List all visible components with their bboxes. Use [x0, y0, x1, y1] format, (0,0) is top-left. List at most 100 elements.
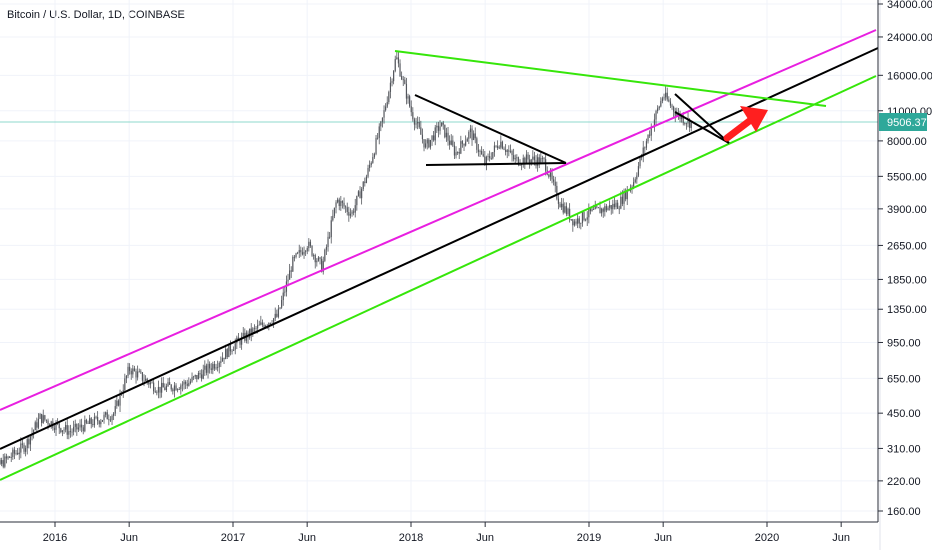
- candle-body: [436, 125, 438, 128]
- candle-body: [15, 452, 17, 454]
- candle-body: [684, 123, 686, 124]
- candle-body: [261, 322, 264, 325]
- candle-body: [653, 119, 656, 128]
- candle-body: [295, 253, 297, 258]
- candle-body: [220, 361, 222, 363]
- candle-body: [202, 369, 204, 379]
- candle-body: [66, 425, 68, 435]
- candle-body: [500, 141, 502, 148]
- candle-body: [431, 135, 433, 140]
- y-tick-label: 34000.00: [887, 0, 932, 11]
- candle-body: [452, 140, 454, 146]
- candle-body: [381, 117, 384, 122]
- candle-body: [439, 126, 441, 131]
- candle-body: [673, 106, 675, 112]
- candle-body: [599, 207, 601, 214]
- candle-body: [633, 182, 635, 187]
- candle-body: [337, 199, 339, 203]
- candle-body: [197, 373, 200, 380]
- candle-body: [332, 215, 334, 221]
- candle-body: [100, 421, 102, 425]
- candle-body: [460, 141, 462, 154]
- candle-body: [201, 374, 203, 379]
- candle-body: [369, 164, 371, 168]
- candle-body: [114, 406, 116, 414]
- upper-resistance-line: [394, 50, 827, 107]
- x-tick-label: 2020: [755, 532, 779, 544]
- candle-body: [585, 219, 587, 221]
- candle-body: [506, 150, 508, 152]
- candle-body: [639, 157, 641, 167]
- candle-body: [476, 138, 478, 150]
- candle-body: [543, 158, 545, 160]
- candle-body: [47, 420, 49, 425]
- y-tick-label: 950.00: [887, 337, 921, 349]
- candle-body: [617, 202, 619, 209]
- candle-body: [189, 381, 192, 384]
- candle-body: [273, 318, 275, 325]
- candle-body: [490, 158, 492, 160]
- candle-body: [548, 174, 550, 177]
- candle-body: [394, 59, 396, 72]
- candle-body: [621, 196, 624, 204]
- candle-body: [537, 157, 539, 166]
- candle-body: [103, 414, 105, 421]
- candle-body: [517, 157, 520, 165]
- candle-body: [420, 127, 422, 135]
- y-tick-label: 5500.00: [887, 171, 927, 183]
- candle-body: [26, 439, 28, 449]
- candle-body: [372, 157, 374, 163]
- candle-body: [284, 291, 286, 293]
- candle-body: [591, 209, 593, 212]
- candle-body: [287, 279, 289, 282]
- candle-body: [95, 416, 97, 418]
- candle-body: [63, 429, 65, 431]
- candle-body: [497, 145, 499, 149]
- candle-body: [364, 181, 366, 183]
- candle-body: [148, 381, 150, 385]
- candle-body: [194, 375, 196, 377]
- candle-body: [221, 357, 224, 362]
- y-tick-label: 16000.00: [887, 70, 932, 82]
- candle-body: [508, 150, 510, 152]
- candle-body: [317, 257, 320, 261]
- candle-body: [204, 365, 206, 370]
- candle-body: [338, 199, 340, 207]
- candles: [0, 51, 692, 469]
- candle-body: [316, 260, 318, 263]
- candle-body: [207, 363, 209, 373]
- candle-body: [421, 134, 424, 140]
- candle-body: [186, 383, 188, 386]
- candle-body: [564, 206, 566, 213]
- candle-body: [383, 110, 385, 118]
- candle-body: [218, 362, 220, 368]
- candle-body: [61, 430, 64, 433]
- candle-body: [229, 344, 232, 352]
- candle-body: [469, 128, 472, 133]
- candle-body: [170, 384, 172, 390]
- candle-body: [484, 156, 486, 165]
- candle-body: [471, 128, 473, 140]
- candle-body: [501, 141, 504, 149]
- y-tick-label: 450.00: [887, 408, 921, 420]
- candle-body: [129, 366, 131, 371]
- candle-body: [529, 159, 531, 163]
- y-tick-label: 160.00: [887, 506, 921, 518]
- candle-body: [180, 385, 182, 390]
- candle-body: [393, 71, 395, 82]
- candle-body: [162, 382, 164, 388]
- candle-body: [557, 198, 560, 204]
- candle-body: [50, 421, 52, 427]
- x-tick-label: 2016: [43, 532, 67, 544]
- candle-body: [105, 412, 107, 415]
- candle-body: [215, 367, 217, 369]
- candle-body: [324, 249, 326, 261]
- wedge-upper-line: [674, 93, 730, 144]
- candle-body: [505, 149, 507, 152]
- candle-body: [341, 201, 344, 203]
- candle-body: [234, 343, 236, 350]
- candle-body: [87, 422, 89, 424]
- y-tick-label: 24000.00: [887, 32, 932, 44]
- trend-drawings: [0, 29, 879, 481]
